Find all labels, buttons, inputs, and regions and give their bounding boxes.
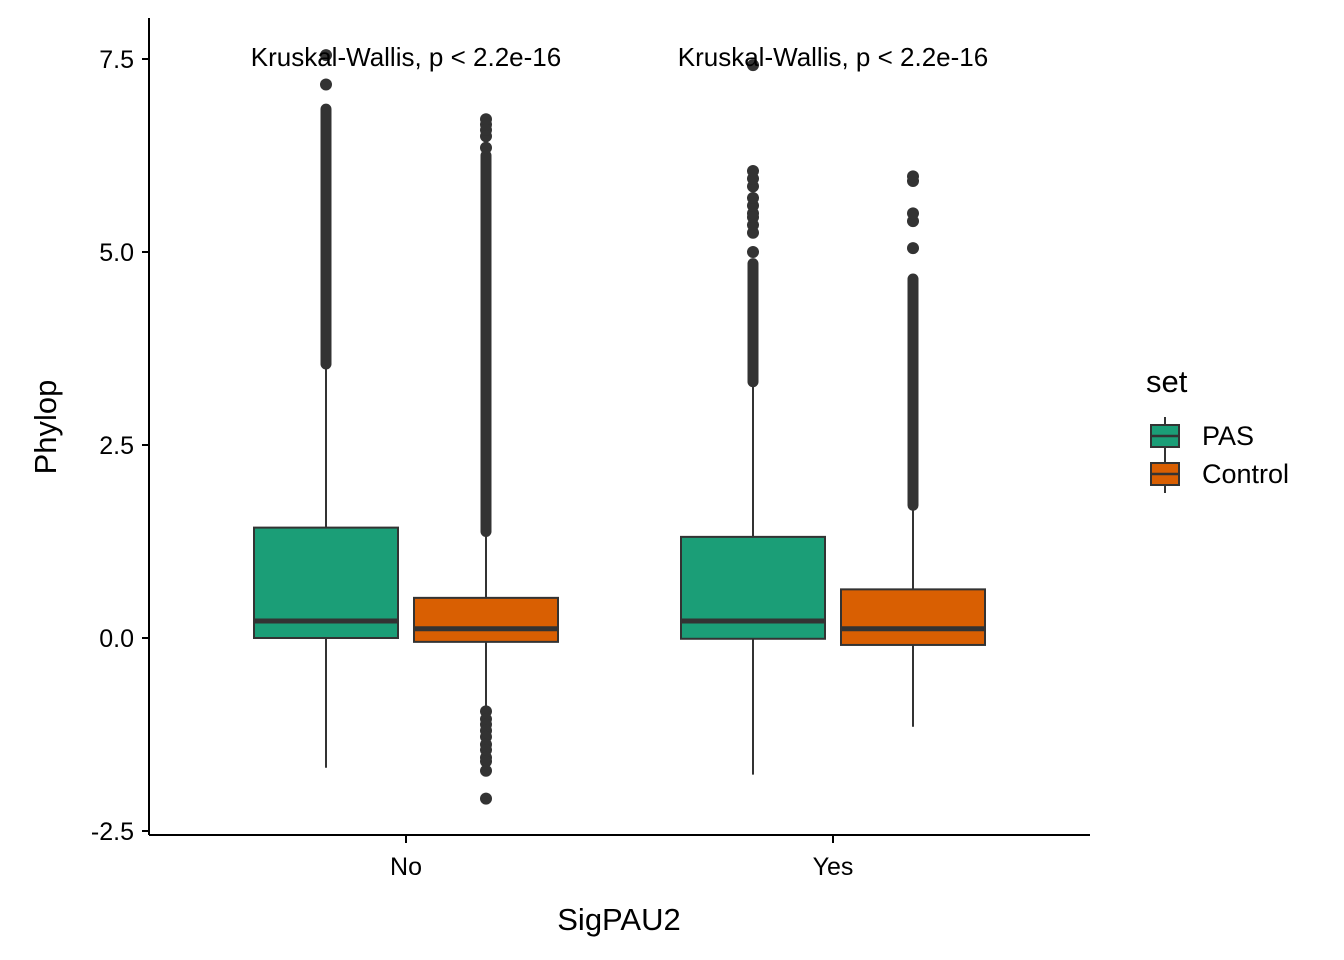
- x-tick-label: No: [390, 853, 422, 881]
- annotations: Kruskal-Wallis, p < 2.2e-16 Kruskal-Walli…: [251, 42, 988, 72]
- outlier-point: [747, 191, 759, 204]
- axes: -2.5 0.0 2.5 5.0 7.5 No Yes SigPAU2 Phylop: [28, 18, 1090, 937]
- legend: set PAS Control: [1146, 364, 1289, 493]
- legend-item-control: Control: [1150, 455, 1289, 493]
- box-control-no: [413, 113, 559, 805]
- box-pas-yes: [680, 59, 826, 775]
- box-iqr: [840, 588, 986, 646]
- y-axis-title: Phylop: [28, 380, 63, 475]
- outlier-point: [747, 246, 759, 258]
- y-tick-label: 7.5: [99, 46, 134, 74]
- legend-title: set: [1146, 364, 1188, 399]
- x-tick-label: Yes: [813, 853, 854, 881]
- box-control-yes: [840, 170, 986, 727]
- outlier-point: [480, 792, 492, 805]
- outlier-point: [480, 764, 492, 777]
- y-tick-label: -2.5: [91, 818, 134, 846]
- outlier-point: [480, 141, 492, 154]
- outlier-point: [747, 59, 759, 72]
- stat-annotation: Kruskal-Wallis, p < 2.2e-16: [251, 42, 561, 72]
- outlier-point: [480, 755, 492, 768]
- y-tick-label: 2.5: [99, 432, 134, 460]
- outlier-point: [480, 113, 492, 126]
- y-tick-label: 5.0: [99, 239, 134, 267]
- box-pas-no: [253, 49, 399, 768]
- outlier-point: [907, 207, 919, 220]
- outlier-point: [320, 78, 332, 91]
- legend-label: PAS: [1202, 421, 1254, 451]
- plot-area: [253, 49, 986, 805]
- box-iqr: [413, 596, 559, 643]
- legend-label: Control: [1202, 459, 1289, 489]
- outlier-point: [747, 164, 759, 177]
- x-axis-title: SigPAU2: [557, 902, 681, 937]
- outlier-point: [907, 242, 919, 255]
- legend-item-pas: PAS: [1150, 417, 1254, 455]
- outlier-point: [907, 170, 919, 183]
- stat-annotation: Kruskal-Wallis, p < 2.2e-16: [678, 42, 988, 72]
- outlier-point: [320, 49, 332, 62]
- y-tick-label: 0.0: [99, 625, 134, 653]
